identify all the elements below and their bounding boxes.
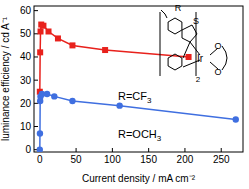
y-tick-label: 20 bbox=[20, 98, 32, 109]
structure bbox=[160, 10, 227, 76]
data-point bbox=[116, 102, 122, 108]
data-point bbox=[69, 42, 75, 48]
bracket bbox=[161, 10, 167, 18]
structure-label: 2 bbox=[196, 75, 201, 84]
ring bbox=[182, 25, 197, 42]
plot-frame bbox=[34, 6, 243, 152]
y-tick-label: 60 bbox=[20, 5, 32, 16]
structure-label: O bbox=[214, 67, 221, 77]
x-tick bbox=[221, 148, 222, 152]
x-tick bbox=[184, 148, 185, 152]
y-tick-label: 10 bbox=[20, 121, 32, 132]
x-tick bbox=[76, 148, 77, 152]
y-axis-title: luminance efficiency / cd A⁻¹ bbox=[0, 16, 11, 141]
x-tick bbox=[112, 148, 113, 152]
x-tick-label: 50 bbox=[71, 154, 83, 165]
data-point bbox=[69, 98, 75, 104]
structure-label: O bbox=[214, 41, 221, 51]
structure-label: S bbox=[193, 16, 199, 26]
ring bbox=[168, 18, 182, 34]
y-tick bbox=[34, 10, 38, 11]
series-line bbox=[40, 94, 236, 150]
x-tick-label: 150 bbox=[140, 154, 157, 165]
series-label: R=CF3 bbox=[118, 90, 152, 105]
label-part: R=OCH bbox=[118, 128, 157, 140]
data-point bbox=[51, 93, 57, 99]
structure-label: Ir bbox=[197, 53, 204, 64]
x-tick-label: 250 bbox=[213, 154, 230, 165]
x-axis-title: Current density / mA cm⁻² bbox=[82, 173, 196, 184]
series-line bbox=[40, 25, 189, 92]
y-tick bbox=[34, 80, 38, 81]
x-tick bbox=[148, 148, 149, 152]
structure-label: R bbox=[175, 3, 182, 13]
x-tick-label: 0 bbox=[37, 154, 43, 165]
data-point bbox=[40, 23, 46, 29]
ring bbox=[168, 54, 182, 70]
acac bbox=[222, 46, 227, 70]
y-tick bbox=[34, 56, 38, 57]
y-tick-label: 0 bbox=[25, 144, 31, 155]
y-tick-label: 50 bbox=[20, 28, 32, 39]
plot-area bbox=[37, 22, 239, 152]
label-part: R=CF bbox=[118, 90, 147, 102]
series-label: R=OCH3 bbox=[118, 128, 162, 143]
data-point bbox=[37, 146, 43, 152]
chart: 0 10 20 30 40 50 60 0 50 100 150 200 250 Current dens… bbox=[0, 0, 249, 189]
y-tick bbox=[34, 33, 38, 34]
data-point bbox=[46, 28, 52, 34]
data-point bbox=[37, 49, 43, 55]
bond bbox=[183, 42, 190, 58]
x-tick-label: 100 bbox=[104, 154, 121, 165]
y-tick bbox=[34, 126, 38, 127]
label-subscript: 3 bbox=[157, 134, 162, 143]
x-tick-label: 200 bbox=[177, 154, 194, 165]
label-subscript: 3 bbox=[147, 96, 152, 105]
data-point bbox=[37, 130, 43, 136]
y-tick bbox=[34, 103, 38, 104]
y-tick-label: 40 bbox=[20, 51, 32, 62]
data-point bbox=[44, 91, 50, 97]
data-point bbox=[102, 47, 108, 53]
y-tick-label: 30 bbox=[20, 75, 32, 86]
data-point bbox=[38, 28, 44, 34]
data-point bbox=[55, 35, 61, 41]
data-point bbox=[186, 54, 192, 60]
data-point bbox=[233, 116, 239, 122]
bracket bbox=[160, 12, 161, 76]
